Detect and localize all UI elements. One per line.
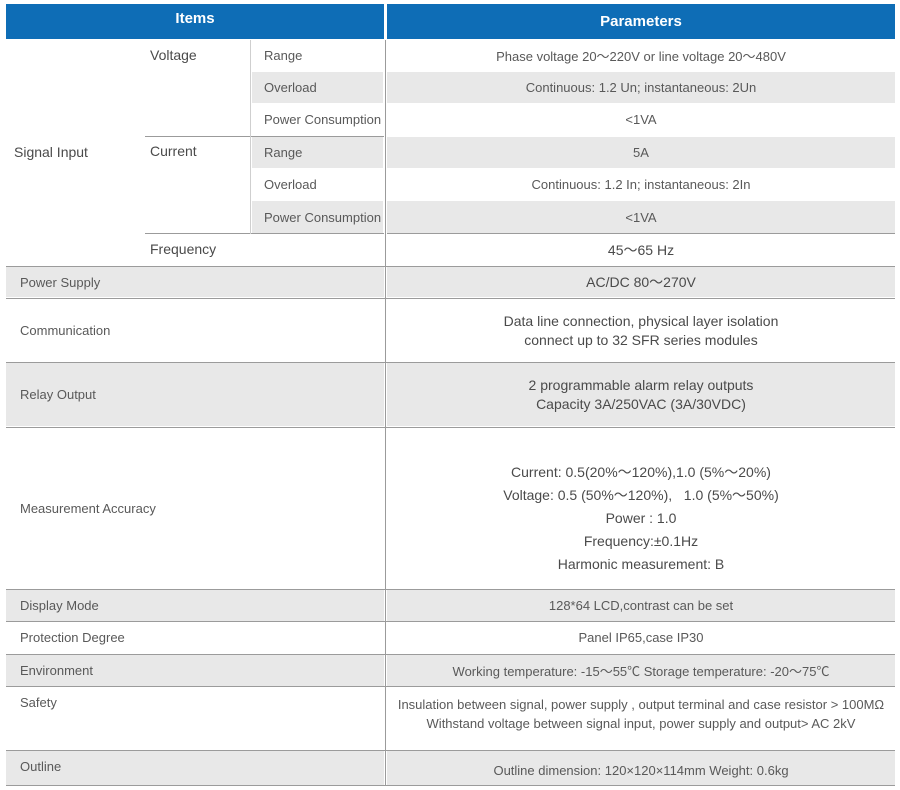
relay-output-lines: 2 programmable alarm relay outputs Capac… [529, 376, 754, 414]
outline-value: Outline dimension: 120×120×114mm Weight:… [387, 751, 895, 785]
header-items: Items [6, 4, 384, 39]
communication-line: Data line connection, physical layer iso… [503, 312, 779, 329]
measurement-accuracy-lines: Current: 0.5(20%～120%),1.0 (5%～20%) Volt… [503, 461, 778, 576]
safety-label: Safety [6, 687, 384, 749]
safety-lines: Insulation between signal, power supply … [398, 695, 884, 733]
safety-line: Insulation between signal, power supply … [397, 697, 885, 712]
header-parameters-label: Parameters [600, 13, 682, 30]
voltage-power-value: <1VA [387, 104, 895, 135]
frequency-label: Frequency [150, 241, 217, 257]
current-power-value: <1VA [387, 201, 895, 233]
voltage-label: Voltage [150, 47, 197, 63]
current-overload-value: Continuous: 1.2 In; instantaneous: 2In [387, 169, 895, 200]
accuracy-line: Frequency:±0.1Hz [583, 532, 699, 549]
power-supply-label: Power Supply [6, 267, 384, 297]
relay-output-label: Relay Output [6, 363, 384, 426]
divider [6, 654, 895, 655]
accuracy-line: Current: 0.5(20%～120%),1.0 (5%～20%) [511, 463, 771, 480]
voltage-overload-value: Continuous: 1.2 Un; instantaneous: 2Un [387, 72, 895, 103]
divider [6, 621, 895, 622]
current-range-label: Range [252, 137, 383, 168]
communication-line: connect up to 32 SFR series modules [524, 331, 758, 348]
measurement-accuracy-label: Measurement Accuracy [6, 428, 384, 588]
signal-input-label: Signal Input [14, 144, 88, 160]
divider [6, 266, 895, 267]
divider [6, 427, 895, 428]
divider [145, 233, 384, 234]
current-overload-label: Overload [252, 169, 383, 200]
protection-degree-label: Protection Degree [6, 622, 384, 653]
divider [6, 750, 895, 751]
current-label: Current [150, 143, 197, 159]
environment-value: Working temperature: -15～55℃ Storage tem… [387, 655, 895, 686]
divider [6, 362, 895, 363]
accuracy-line: Power : 1.0 [605, 509, 677, 526]
outline-label: Outline [6, 751, 384, 785]
voltage-power-label: Power Consumption [252, 104, 383, 135]
display-mode-value: 128*64 LCD,contrast can be set [387, 590, 895, 621]
power-supply-value: AC/DC 80～270V [387, 267, 895, 297]
divider [387, 233, 895, 234]
relay-output-line: 2 programmable alarm relay outputs [528, 376, 754, 393]
communication-lines: Data line connection, physical layer iso… [504, 312, 779, 350]
safety-line: Withstand voltage between signal input, … [426, 716, 856, 731]
protection-degree-value: Panel IP65,case IP30 [387, 622, 895, 653]
environment-label: Environment [6, 655, 384, 686]
communication-label: Communication [6, 299, 384, 362]
accuracy-line: Harmonic measurement: B [557, 555, 725, 572]
divider [145, 136, 384, 137]
display-mode-label: Display Mode [6, 590, 384, 621]
measurement-accuracy-value: Current: 0.5(20%～120%),1.0 (5%～20%) Volt… [387, 428, 895, 588]
header-items-label: Items [175, 10, 215, 27]
communication-value: Data line connection, physical layer iso… [387, 299, 895, 362]
relay-output-line: Capacity 3A/250VAC (3A/30VDC) [536, 395, 746, 412]
header-parameters: Parameters [387, 4, 895, 39]
divider [6, 589, 895, 590]
voltage-range-value: Phase voltage 20～220V or line voltage 20… [387, 40, 895, 71]
column-divider [385, 40, 386, 786]
column-divider [250, 40, 251, 234]
frequency-value: 45～65 Hz [387, 234, 895, 265]
accuracy-line: Voltage: 0.5 (50%～120%), 1.0 (5%～50%) [503, 486, 779, 503]
divider [6, 686, 895, 687]
current-range-value: 5A [387, 137, 895, 168]
relay-output-value: 2 programmable alarm relay outputs Capac… [387, 363, 895, 426]
divider [6, 785, 895, 786]
current-power-label: Power Consumption [252, 201, 383, 233]
divider [6, 298, 895, 299]
voltage-overload-label: Overload [252, 72, 383, 103]
safety-value: Insulation between signal, power supply … [387, 687, 895, 749]
voltage-range-label: Range [252, 40, 383, 71]
